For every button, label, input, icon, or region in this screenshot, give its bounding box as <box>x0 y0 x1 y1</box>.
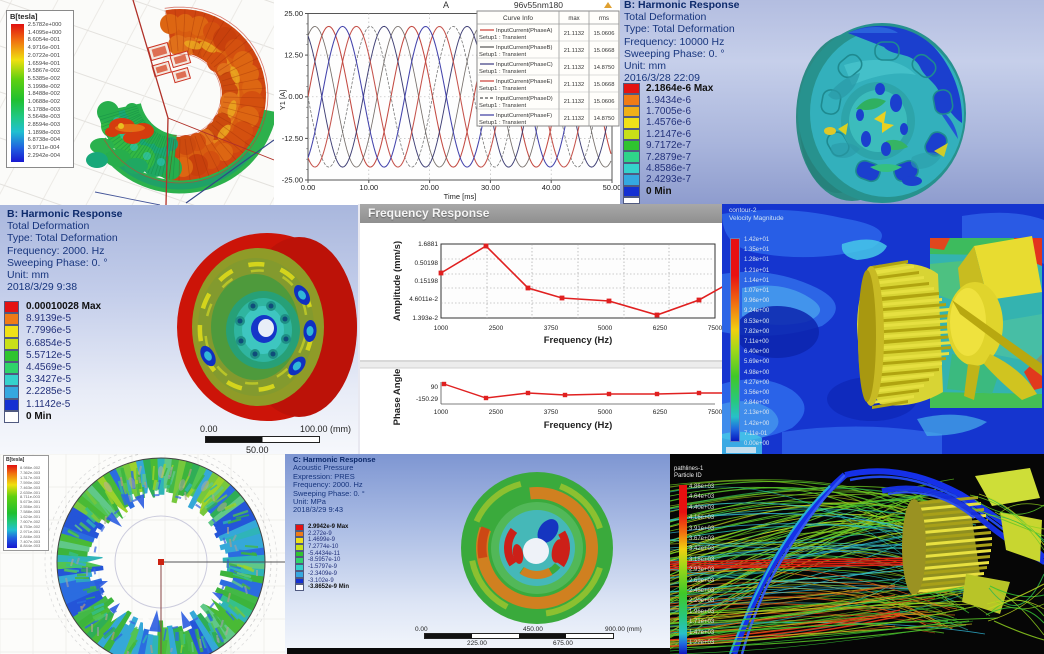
svg-text:InputCurrent(PhaseB): InputCurrent(PhaseB) <box>496 45 552 51</box>
svg-text:Setup1 : Transient: Setup1 : Transient <box>479 69 526 75</box>
svg-text:-150.29: -150.29 <box>416 396 438 403</box>
svg-text:21.1132: 21.1132 <box>564 65 585 71</box>
svg-text:max: max <box>568 16 579 22</box>
svg-text:7500: 7500 <box>708 325 722 332</box>
svg-text:1000: 1000 <box>434 325 449 332</box>
svg-text:15.0606: 15.0606 <box>594 31 615 37</box>
svg-text:1.393e-2: 1.393e-2 <box>412 315 438 322</box>
svg-text:12.50: 12.50 <box>284 51 303 60</box>
svg-text:6250: 6250 <box>653 325 668 332</box>
svg-text:A: A <box>443 0 449 10</box>
svg-text:15.0606: 15.0606 <box>594 99 615 105</box>
svg-text:40.00: 40.00 <box>542 183 561 192</box>
svg-text:20.00: 20.00 <box>420 183 439 192</box>
svg-text:90: 90 <box>431 384 439 391</box>
svg-text:InputCurrent(PhaseA): InputCurrent(PhaseA) <box>496 28 552 34</box>
svg-text:14.8750: 14.8750 <box>594 65 615 71</box>
svg-text:InputCurrent(PhaseE): InputCurrent(PhaseE) <box>496 79 552 85</box>
svg-text:-12.50: -12.50 <box>282 134 303 143</box>
svg-text:0.00: 0.00 <box>301 183 316 192</box>
svg-text:1.6881: 1.6881 <box>418 241 438 248</box>
svg-text:InputCurrent(PhaseD): InputCurrent(PhaseD) <box>496 96 553 102</box>
svg-text:7500: 7500 <box>708 409 722 416</box>
svg-text:3750: 3750 <box>544 325 559 332</box>
svg-text:21.1132: 21.1132 <box>564 99 585 105</box>
svg-text:3750: 3750 <box>544 409 559 416</box>
svg-text:15.0668: 15.0668 <box>594 48 615 54</box>
svg-text:0.15198: 0.15198 <box>415 278 439 285</box>
svg-text:96v55nm180: 96v55nm180 <box>514 0 563 10</box>
svg-text:21.1132: 21.1132 <box>564 116 585 122</box>
svg-text:InputCurrent(PhaseC): InputCurrent(PhaseC) <box>496 62 553 68</box>
svg-text:Time [ms]: Time [ms] <box>444 192 477 201</box>
svg-text:2500: 2500 <box>489 409 504 416</box>
svg-text:InputCurrent(PhaseF): InputCurrent(PhaseF) <box>496 113 552 119</box>
svg-text:Setup1 : Transient: Setup1 : Transient <box>479 52 526 58</box>
svg-text:6250: 6250 <box>653 409 668 416</box>
svg-text:rms: rms <box>599 16 609 22</box>
svg-text:2500: 2500 <box>489 325 504 332</box>
svg-text:Amplitude (mm/s): Amplitude (mm/s) <box>392 241 403 321</box>
svg-text:4.6011e-2: 4.6011e-2 <box>409 296 438 303</box>
svg-text:0.50198: 0.50198 <box>415 260 439 267</box>
svg-text:Frequency (Hz): Frequency (Hz) <box>544 420 613 431</box>
svg-text:Frequency (Hz): Frequency (Hz) <box>544 335 613 346</box>
svg-text:Phase Angle: Phase Angle <box>392 369 403 426</box>
svg-text:21.1132: 21.1132 <box>564 82 585 88</box>
svg-text:Setup1 : Transient: Setup1 : Transient <box>479 120 526 126</box>
svg-text:Setup1 : Transient: Setup1 : Transient <box>479 103 526 109</box>
svg-text:15.0668: 15.0668 <box>594 82 615 88</box>
svg-text:5000: 5000 <box>598 409 613 416</box>
svg-text:25.00: 25.00 <box>284 9 303 18</box>
svg-text:14.8750: 14.8750 <box>594 116 615 122</box>
svg-text:0.00: 0.00 <box>288 92 303 101</box>
svg-text:Setup1 : Transient: Setup1 : Transient <box>479 35 526 41</box>
svg-text:5000: 5000 <box>598 325 613 332</box>
svg-text:21.1132: 21.1132 <box>564 31 585 37</box>
svg-text:30.00: 30.00 <box>481 183 500 192</box>
svg-text:21.1132: 21.1132 <box>564 48 585 54</box>
svg-text:10.00: 10.00 <box>359 183 378 192</box>
svg-text:1000: 1000 <box>434 409 449 416</box>
svg-text:50.00: 50.00 <box>603 183 620 192</box>
svg-text:-25.00: -25.00 <box>282 176 303 185</box>
svg-text:Curve Info: Curve Info <box>503 15 533 22</box>
svg-text:Setup1 : Transient: Setup1 : Transient <box>479 86 526 92</box>
svg-text:Y1 [A]: Y1 [A] <box>278 90 287 110</box>
